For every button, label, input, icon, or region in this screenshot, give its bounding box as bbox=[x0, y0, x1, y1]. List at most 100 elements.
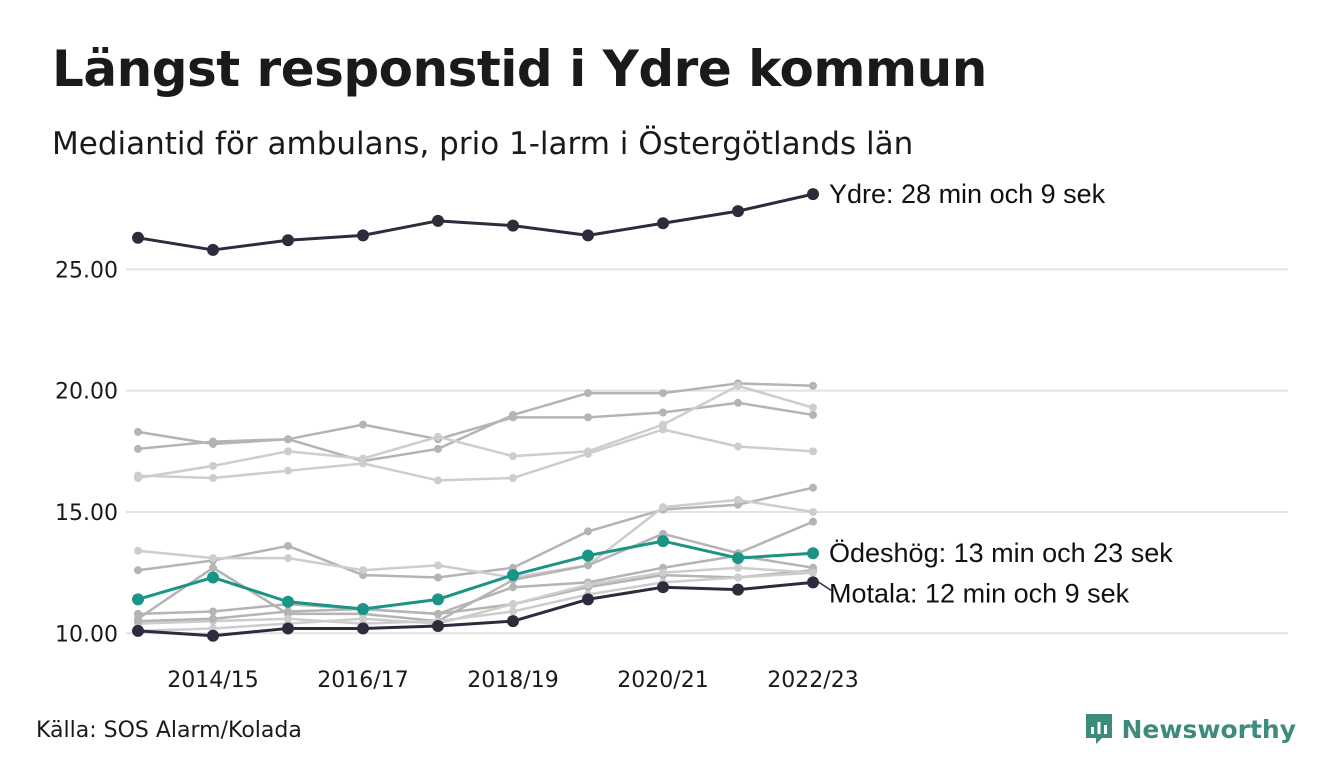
background-series bbox=[134, 379, 817, 635]
data-point bbox=[509, 474, 517, 483]
data-point bbox=[584, 389, 592, 398]
brand-name: Newsworthy bbox=[1121, 714, 1297, 744]
data-point bbox=[509, 452, 517, 461]
data-point bbox=[659, 568, 667, 577]
data-point bbox=[809, 381, 817, 390]
data-point bbox=[582, 593, 594, 606]
data-point bbox=[359, 459, 367, 468]
data-point bbox=[282, 622, 294, 635]
data-point bbox=[582, 229, 594, 242]
data-point bbox=[734, 573, 742, 582]
series-line bbox=[137, 539, 814, 611]
series-line bbox=[137, 571, 814, 625]
data-point bbox=[584, 527, 592, 536]
series-line bbox=[137, 498, 814, 579]
brand-logo: Newsworthy bbox=[1084, 712, 1297, 746]
series-line bbox=[137, 428, 814, 482]
data-point bbox=[809, 507, 817, 516]
data-point bbox=[209, 554, 217, 563]
data-point bbox=[209, 474, 217, 483]
data-point bbox=[809, 447, 817, 456]
data-point bbox=[284, 607, 292, 616]
newsworthy-logo-icon bbox=[1085, 714, 1112, 744]
x-tick-label: 2018/19 bbox=[467, 668, 558, 693]
source-note: Källa: SOS Alarm/Kolada bbox=[36, 718, 302, 743]
data-point bbox=[807, 547, 819, 560]
data-point bbox=[659, 389, 667, 398]
data-point bbox=[807, 188, 819, 201]
data-point bbox=[357, 229, 369, 242]
page-subtitle: Mediantid för ambulans, prio 1-larm i Ös… bbox=[52, 126, 914, 162]
data-point bbox=[207, 629, 219, 642]
data-point bbox=[809, 403, 817, 412]
series-other bbox=[134, 398, 817, 453]
data-point bbox=[359, 614, 367, 623]
series-line bbox=[137, 401, 814, 451]
data-point bbox=[509, 600, 517, 609]
data-point bbox=[284, 541, 292, 550]
label-leader bbox=[818, 581, 832, 591]
data-point bbox=[282, 595, 294, 608]
data-point bbox=[432, 214, 444, 227]
page-title: Längst responstid i Ydre kommun bbox=[52, 40, 987, 98]
series-label-ödeshög: Ödeshög: 13 min och 23 sek bbox=[829, 538, 1173, 568]
series-line bbox=[137, 554, 814, 623]
series-line bbox=[137, 384, 814, 480]
data-point bbox=[132, 624, 144, 637]
data-point bbox=[584, 580, 592, 589]
data-point bbox=[134, 617, 142, 626]
series-line bbox=[137, 382, 814, 463]
y-tick-label: 25.00 bbox=[55, 258, 118, 283]
series-line bbox=[137, 192, 814, 252]
series-other bbox=[134, 483, 817, 582]
data-point bbox=[282, 234, 294, 247]
series-other bbox=[134, 566, 817, 618]
series-label-motala: Motala: 12 min och 9 sek bbox=[829, 578, 1130, 608]
data-point bbox=[732, 552, 744, 565]
data-point bbox=[657, 217, 669, 230]
data-point bbox=[659, 503, 667, 512]
data-point bbox=[509, 413, 517, 422]
data-point bbox=[209, 614, 217, 623]
series-line bbox=[137, 568, 814, 616]
highlight-series bbox=[132, 188, 819, 642]
data-point bbox=[359, 566, 367, 575]
data-point bbox=[582, 549, 594, 562]
data-point bbox=[134, 444, 142, 453]
data-point bbox=[584, 561, 592, 570]
data-point bbox=[434, 476, 442, 485]
series-line bbox=[137, 566, 814, 633]
data-point bbox=[134, 609, 142, 618]
data-point bbox=[434, 444, 442, 453]
data-point bbox=[209, 607, 217, 616]
series-labels: Ödeshög: 13 min och 23 sek Motala: 12 min… bbox=[818, 179, 1173, 608]
data-point bbox=[659, 425, 667, 434]
data-point bbox=[734, 398, 742, 407]
x-tick-label: 2014/15 bbox=[167, 668, 258, 693]
data-point bbox=[584, 449, 592, 458]
data-point bbox=[734, 495, 742, 504]
data-point bbox=[434, 609, 442, 618]
y-axis: 10.00 15.00 20.00 25.00 bbox=[55, 258, 118, 647]
data-point bbox=[434, 432, 442, 441]
data-point bbox=[584, 413, 592, 422]
data-point bbox=[432, 620, 444, 633]
data-point bbox=[209, 437, 217, 446]
data-point bbox=[434, 573, 442, 582]
data-point bbox=[284, 447, 292, 456]
data-point bbox=[132, 231, 144, 244]
data-point bbox=[809, 483, 817, 492]
series-motala bbox=[132, 576, 819, 642]
data-point bbox=[734, 563, 742, 572]
data-point bbox=[209, 461, 217, 470]
data-point bbox=[359, 420, 367, 429]
data-point bbox=[734, 381, 742, 390]
series-ödeshög bbox=[132, 535, 819, 616]
data-point bbox=[134, 566, 142, 575]
data-point bbox=[809, 410, 817, 419]
data-point bbox=[132, 593, 144, 606]
x-tick-label: 2022/23 bbox=[767, 668, 858, 693]
data-point bbox=[509, 583, 517, 592]
series-label-ydre: Ydre: 28 min och 9 sek bbox=[829, 179, 1106, 209]
